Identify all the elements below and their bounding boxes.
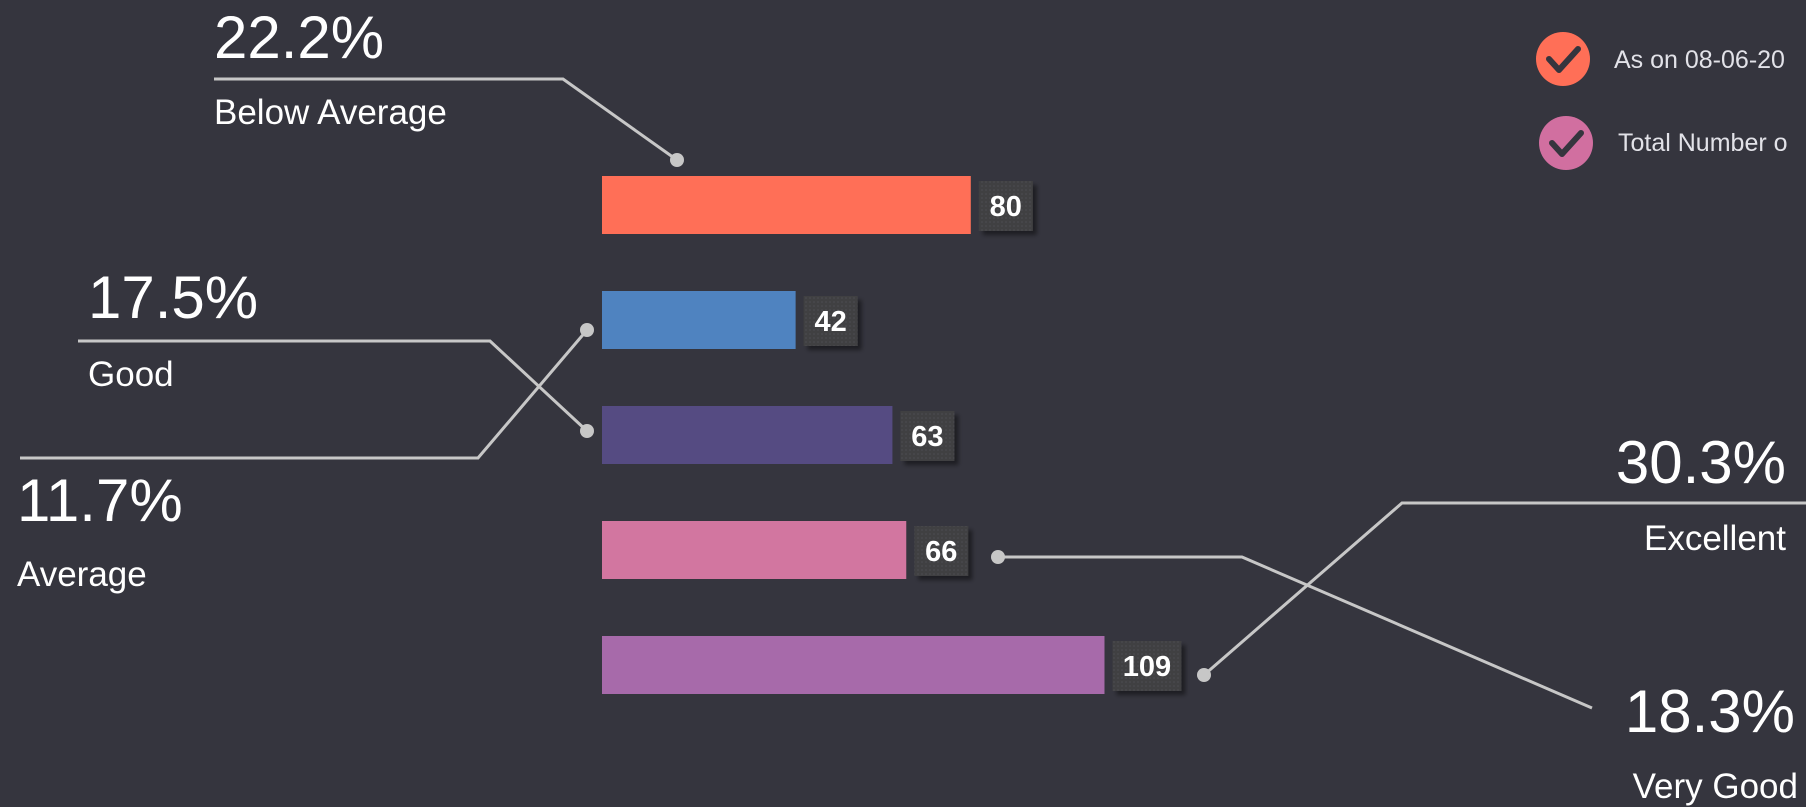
dot-good	[580, 424, 594, 438]
bar-good	[602, 291, 796, 349]
dot-excellent	[1197, 668, 1211, 682]
label-excellent: Excellent	[1644, 519, 1786, 558]
connector-below-average	[214, 77, 678, 162]
label-below-average: Below Average	[214, 93, 447, 132]
value-labels: 80 42 63 66 109	[803, 181, 1182, 691]
pct-good: 17.5%	[88, 264, 258, 331]
check-circle-icon	[1539, 116, 1593, 170]
pct-very-good: 18.3%	[1625, 678, 1795, 745]
dot-below-average	[670, 153, 684, 167]
callouts: 22.2% Below Average 17.5% Good 11.7% Ave…	[17, 4, 1798, 806]
legend: As on 08-06-20 Total Number o	[1536, 32, 1788, 170]
dot-average	[580, 323, 594, 337]
value-box	[978, 181, 1033, 231]
value-below-average: 80	[978, 181, 1033, 231]
connector-very-good	[998, 555, 1593, 710]
connector-dots	[580, 153, 1211, 682]
connector-lines	[20, 77, 1806, 710]
legend-item-as-on: As on 08-06-20	[1536, 32, 1785, 86]
value-excellent: 109	[1112, 641, 1182, 691]
label-very-good: Very Good	[1633, 767, 1798, 806]
value-box	[803, 296, 858, 346]
value-box	[914, 526, 969, 576]
pct-excellent: 30.3%	[1616, 429, 1786, 496]
check-circle-icon	[1536, 32, 1590, 86]
bar-average	[602, 406, 893, 464]
connector-average	[20, 329, 589, 460]
legend-label: As on 08-06-20	[1614, 46, 1785, 74]
value-label: 80	[990, 191, 1022, 223]
connector-good	[78, 339, 589, 433]
value-box	[900, 411, 955, 461]
value-good: 42	[803, 296, 858, 346]
value-average: 63	[900, 411, 955, 461]
label-good: Good	[88, 355, 174, 394]
value-label: 42	[814, 306, 846, 338]
value-label: 109	[1123, 651, 1171, 683]
legend-item-total-number: Total Number o	[1539, 116, 1788, 170]
pct-average: 11.7%	[17, 467, 183, 534]
bars	[602, 176, 1105, 694]
pct-below-average: 22.2%	[214, 4, 384, 71]
bar-excellent	[602, 636, 1105, 694]
dot-very-good	[991, 550, 1005, 564]
label-average: Average	[17, 555, 147, 594]
value-very-good: 66	[914, 526, 969, 576]
connector-excellent	[1203, 501, 1806, 677]
legend-swatch-0	[1536, 32, 1590, 86]
legend-swatch-1	[1539, 116, 1593, 170]
bar-below-average	[602, 176, 971, 234]
value-label: 66	[925, 536, 957, 568]
legend-label: Total Number o	[1618, 129, 1788, 157]
value-box	[1112, 641, 1182, 691]
value-label: 63	[911, 421, 943, 453]
bar-very-good	[602, 521, 907, 579]
